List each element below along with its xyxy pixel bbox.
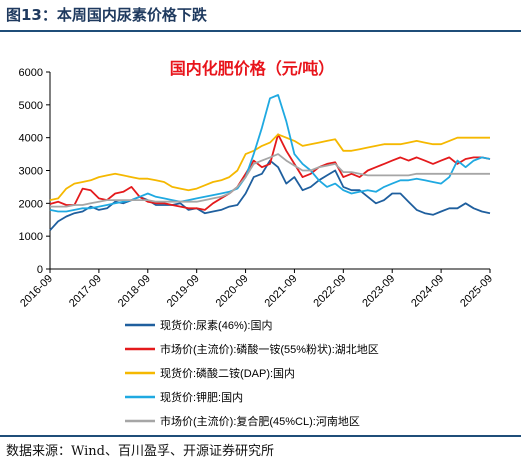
y-tick-label: 1000 xyxy=(19,231,43,243)
series-line-3 xyxy=(49,133,490,201)
x-tick-label: 2025-09 xyxy=(458,273,495,310)
top-rule xyxy=(0,30,521,32)
chart-title: 国内化肥价格（元/吨） xyxy=(170,59,334,78)
figure-title: 图13：本周国内尿素价格下跌 xyxy=(6,6,207,24)
y-tick-label: 5000 xyxy=(19,100,43,112)
legend-label-3: 现货价:磷酸二铵(DAP):国内 xyxy=(160,366,295,380)
bottom-rule xyxy=(0,435,521,437)
series-line-4 xyxy=(49,94,491,213)
x-tick-label: 2016-09 xyxy=(18,273,55,310)
x-tick-label: 2019-09 xyxy=(165,273,202,310)
legend-label-4: 现货价:钾肥:国内 xyxy=(160,390,243,404)
legend: 现货价:尿素(46%):国内市场价(主流价):磷酸一铵(55%粉状):湖北地区现… xyxy=(125,318,379,428)
y-tick-label: 3000 xyxy=(19,166,43,178)
x-tick-label: 2024-09 xyxy=(409,273,446,310)
legend-label-5: 市场价(主流价):复合肥(45%CL):河南地区 xyxy=(160,414,360,428)
x-tick-label: 2017-09 xyxy=(67,273,104,310)
y-tick-label: 0 xyxy=(37,264,43,276)
series-line-2 xyxy=(49,133,491,211)
axes: 0 1000 2000 3000 4000 5000 6000 2016-09 2017-09 2… xyxy=(18,67,495,310)
x-tick-label: 2021-09 xyxy=(263,273,300,310)
price-chart: 国内化肥价格（元/吨） 0 1000 2000 3000 4000 5000 6000 201… xyxy=(18,59,495,428)
x-tick-label: 2020-09 xyxy=(214,273,251,310)
x-tick-label: 2023-09 xyxy=(360,273,397,310)
series-lines xyxy=(49,94,491,231)
series-line-5 xyxy=(50,153,490,208)
x-tick-label: 2018-09 xyxy=(116,273,153,310)
y-tick-label: 6000 xyxy=(19,67,43,79)
series-line-1 xyxy=(49,159,491,231)
y-tick-label: 4000 xyxy=(19,133,43,145)
legend-label-2: 市场价(主流价):磷酸一铵(55%粉状):湖北地区 xyxy=(160,342,379,356)
x-tick-label: 2022-09 xyxy=(311,273,348,310)
legend-label-1: 现货价:尿素(46%):国内 xyxy=(160,318,272,332)
y-tick-label: 2000 xyxy=(19,198,43,210)
data-source: 数据来源：Wind、百川盈孚、开源证券研究所 xyxy=(6,444,274,459)
